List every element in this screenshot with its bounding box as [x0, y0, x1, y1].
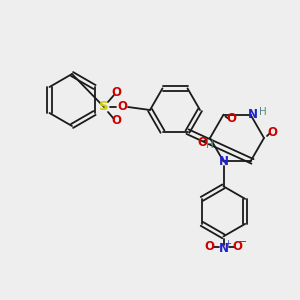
Text: −: − — [239, 237, 247, 248]
Text: H: H — [206, 140, 214, 149]
Text: O: O — [111, 86, 121, 100]
Text: S: S — [99, 100, 109, 113]
Text: O: O — [205, 240, 214, 253]
Text: N: N — [218, 242, 229, 255]
Text: O: O — [226, 112, 236, 125]
Text: O: O — [232, 240, 242, 253]
Text: N: N — [248, 108, 257, 121]
Text: O: O — [111, 115, 121, 128]
Text: O: O — [267, 125, 277, 139]
Text: N: N — [218, 155, 229, 168]
Text: O: O — [117, 100, 127, 113]
Text: H: H — [259, 106, 266, 117]
Text: O: O — [197, 136, 207, 148]
Text: +: + — [224, 239, 231, 248]
